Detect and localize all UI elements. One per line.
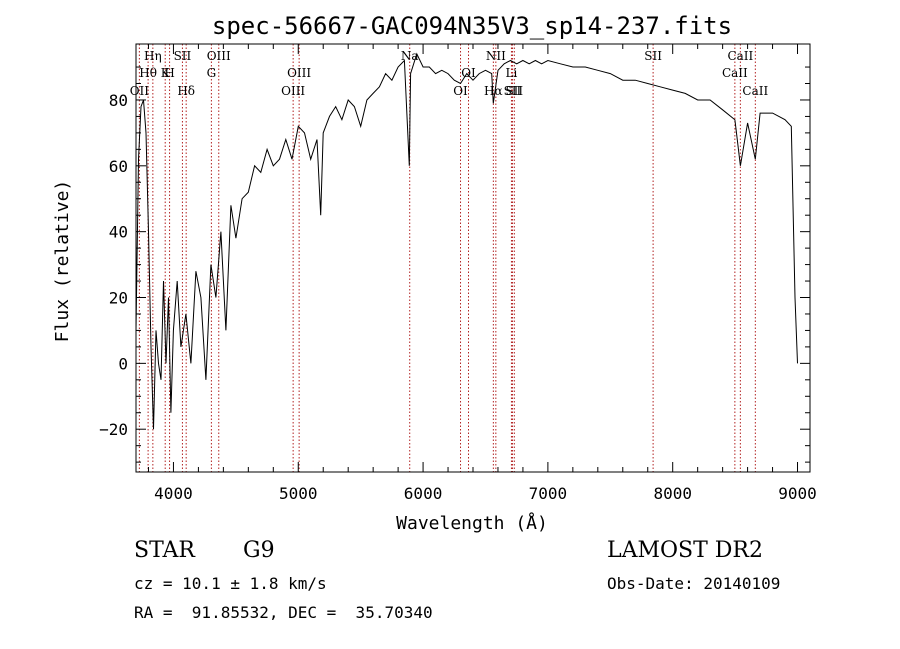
spectral-line-label: CaII bbox=[742, 84, 768, 98]
x-tick-label: 7000 bbox=[529, 484, 568, 503]
spectral-line-label: G bbox=[207, 66, 217, 80]
class-label: STAR bbox=[134, 538, 195, 563]
plot-frame bbox=[135, 43, 811, 473]
y-axis: −20 0 20 40 60 80 bbox=[99, 66, 810, 463]
spectral-line-label: H bbox=[164, 66, 174, 80]
spectral-line-label: SII bbox=[504, 84, 522, 98]
spectral-line-label: SII bbox=[644, 49, 662, 63]
spectral-line-label: OIII bbox=[207, 49, 231, 63]
spectral-line-label: Hδ bbox=[177, 84, 195, 98]
x-axis: 4000 5000 6000 7000 8000 9000 bbox=[147, 44, 817, 503]
spectral-line-label: Li bbox=[506, 66, 518, 80]
spectral-line-label: K bbox=[161, 66, 171, 80]
y-tick-label: 40 bbox=[109, 223, 128, 242]
spectral-line-label: Hθ bbox=[139, 66, 157, 80]
spectrum-line bbox=[135, 52, 798, 430]
spectrum-series bbox=[135, 52, 798, 430]
spectral-line-label: Na bbox=[401, 49, 419, 63]
obs-date-text: Obs-Date: 20140109 bbox=[607, 574, 781, 593]
spectral-line-label: OIII bbox=[287, 66, 311, 80]
spectral-line-label: NII bbox=[486, 49, 506, 63]
x-tick-label: 8000 bbox=[653, 484, 692, 503]
spectral-line-label: CaII bbox=[722, 66, 748, 80]
x-tick-label: 4000 bbox=[154, 484, 193, 503]
redshift-text: cz = 10.1 ± 1.8 km/s bbox=[134, 574, 327, 593]
x-tick-label: 5000 bbox=[279, 484, 318, 503]
spectral-line-label: OI bbox=[453, 84, 468, 98]
spectral-line-label: OIII bbox=[281, 84, 305, 98]
x-tick-label: 9000 bbox=[778, 484, 817, 503]
spectral-line-markers bbox=[138, 44, 756, 472]
y-axis-label: Flux (relative) bbox=[52, 180, 73, 343]
y-tick-label: 80 bbox=[109, 91, 128, 110]
y-tick-label: −20 bbox=[99, 420, 128, 439]
y-tick-label: 0 bbox=[118, 354, 128, 373]
spectral-line-label: Hα bbox=[484, 84, 503, 98]
spectral-line-label: OII bbox=[130, 84, 150, 98]
spectral-line-label: SII bbox=[505, 84, 523, 98]
y-tick-label: 60 bbox=[109, 157, 128, 176]
subclass-label: G9 bbox=[243, 538, 275, 563]
survey-label: LAMOST DR2 bbox=[607, 538, 763, 563]
x-axis-label: Wavelength (Å) bbox=[396, 512, 548, 534]
spectral-line-label: Hη bbox=[144, 49, 162, 63]
spectral-line-label: OI bbox=[461, 66, 476, 80]
coordinates-text: RA = 91.85532, DEC = 35.70340 bbox=[134, 603, 433, 622]
y-tick-label: 20 bbox=[109, 289, 128, 308]
chart-title: spec-56667-GAC094N35V3_sp14-237.fits bbox=[212, 12, 732, 40]
spectral-line-label: SII bbox=[174, 49, 192, 63]
x-tick-label: 6000 bbox=[404, 484, 443, 503]
spectral-line-label: CaII bbox=[727, 49, 753, 63]
